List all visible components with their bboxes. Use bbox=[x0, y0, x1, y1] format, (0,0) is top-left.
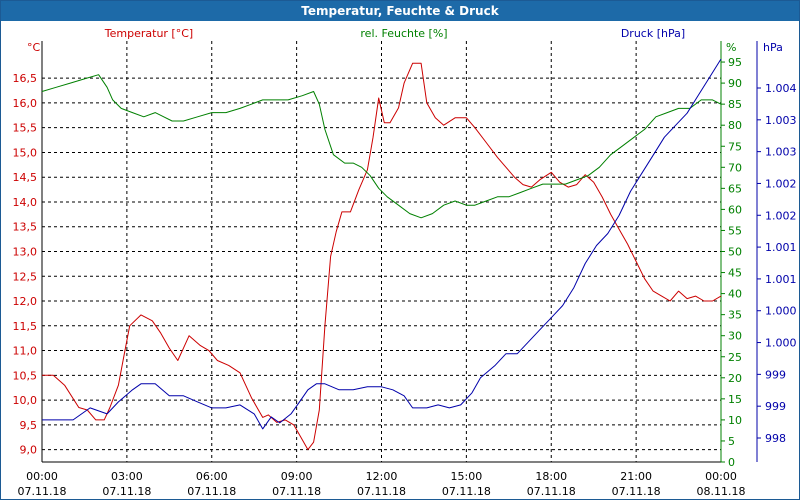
pressure-tick-label: 999 bbox=[765, 400, 786, 413]
temperature-line bbox=[42, 62, 722, 451]
pressure-tick-label: 1.002 bbox=[765, 209, 797, 222]
chart-axes bbox=[41, 41, 761, 463]
temperature-tick-label: 13,5 bbox=[13, 221, 38, 234]
x-tick-date: 07.11.18 bbox=[612, 485, 661, 498]
pressure-unit-label: hPa bbox=[763, 41, 783, 54]
pressure-tick-label: 1.002 bbox=[765, 177, 797, 190]
temperature-tick-label: 16,5 bbox=[13, 72, 38, 85]
temperature-tick-label: 16,0 bbox=[13, 97, 38, 110]
humidity-tick-label: 95 bbox=[728, 56, 742, 69]
pressure-axis-label: Druck [hPa] bbox=[621, 27, 685, 40]
temperature-tick-label: 11,5 bbox=[13, 320, 38, 333]
x-tick-time: 15:00 bbox=[451, 470, 483, 483]
x-tick-time: 12:00 bbox=[366, 470, 398, 483]
window-title: Temperatur, Feuchte & Druck bbox=[1, 1, 799, 21]
x-tick-time: 21:00 bbox=[620, 470, 652, 483]
humidity-tick-label: 10 bbox=[728, 414, 742, 427]
pressure-tick-label: 1.003 bbox=[765, 114, 797, 127]
x-tick-time: 00:00 bbox=[26, 470, 58, 483]
x-tick-date: 07.11.18 bbox=[442, 485, 491, 498]
x-tick-date: 08.11.18 bbox=[697, 485, 746, 498]
humidity-tick-label: 85 bbox=[728, 98, 742, 111]
pressure-tick-label: 1.000 bbox=[765, 337, 797, 350]
pressure-line bbox=[42, 58, 722, 430]
temperature-tick-label: 9,5 bbox=[20, 419, 38, 432]
humidity-tick-label: 45 bbox=[728, 267, 742, 280]
pressure-tick-label: 998 bbox=[765, 432, 786, 445]
temperature-tick-label: 12,0 bbox=[13, 295, 38, 308]
humidity-axis-label: rel. Feuchte [%] bbox=[360, 27, 447, 40]
axis-labels: °C Temperatur [°C] rel. Feuchte [%] Druc… bbox=[27, 27, 783, 54]
temperature-tick-label: 15,5 bbox=[13, 122, 38, 135]
humidity-tick-label: 55 bbox=[728, 224, 742, 237]
humidity-tick-label: 15 bbox=[728, 393, 742, 406]
pressure-tick-label: 1.000 bbox=[765, 305, 797, 318]
grid-lines bbox=[42, 41, 721, 462]
temperature-axis-label: Temperatur [°C] bbox=[104, 27, 193, 40]
x-tick-date: 07.11.18 bbox=[527, 485, 576, 498]
x-tick-time: 18:00 bbox=[535, 470, 567, 483]
temperature-tick-label: 10,0 bbox=[13, 394, 38, 407]
humidity-tick-label: 75 bbox=[728, 140, 742, 153]
humidity-unit-label: % bbox=[726, 41, 736, 54]
temperature-tick-label: 13,0 bbox=[13, 246, 38, 259]
tick-labels: 00:00 07.11.18 03:00 07.11.18 06:00 07.11.18 0… bbox=[13, 56, 797, 498]
humidity-tick-label: 5 bbox=[728, 435, 735, 448]
temperature-tick-label: 11,0 bbox=[13, 345, 38, 358]
x-tick-time: 00:00 bbox=[705, 470, 737, 483]
humidity-tick-label: 65 bbox=[728, 182, 742, 195]
temperature-tick-label: 9,0 bbox=[20, 444, 38, 457]
series-lines bbox=[41, 58, 722, 451]
temperature-tick-label: 15,0 bbox=[13, 146, 38, 159]
x-tick-time: 06:00 bbox=[196, 470, 228, 483]
x-tick-date: 07.11.18 bbox=[187, 485, 236, 498]
humidity-tick-label: 60 bbox=[728, 203, 742, 216]
humidity-tick-label: 0 bbox=[728, 456, 735, 469]
pressure-tick-label: 1.004 bbox=[765, 82, 797, 95]
x-tick-date: 07.11.18 bbox=[272, 485, 321, 498]
pressure-tick-label: 999 bbox=[765, 368, 786, 381]
humidity-tick-label: 35 bbox=[728, 309, 742, 322]
humidity-tick-label: 90 bbox=[728, 77, 742, 90]
humidity-tick-label: 50 bbox=[728, 246, 742, 259]
humidity-tick-label: 20 bbox=[728, 372, 742, 385]
temperature-unit-label: °C bbox=[27, 41, 41, 54]
temperature-tick-label: 10,5 bbox=[13, 369, 38, 382]
temperature-tick-label: 14,5 bbox=[13, 171, 38, 184]
humidity-tick-label: 40 bbox=[728, 288, 742, 301]
x-tick-time: 09:00 bbox=[281, 470, 313, 483]
x-tick-date: 07.11.18 bbox=[102, 485, 151, 498]
humidity-tick-label: 30 bbox=[728, 330, 742, 343]
humidity-line bbox=[41, 74, 722, 219]
temperature-tick-label: 12,5 bbox=[13, 270, 38, 283]
pressure-tick-label: 1.001 bbox=[765, 241, 797, 254]
pressure-tick-label: 1.003 bbox=[765, 146, 797, 159]
x-tick-time: 03:00 bbox=[111, 470, 143, 483]
x-tick-date: 07.11.18 bbox=[18, 485, 67, 498]
humidity-tick-label: 25 bbox=[728, 351, 742, 364]
pressure-tick-label: 1.001 bbox=[765, 273, 797, 286]
temperature-tick-label: 14,0 bbox=[13, 196, 38, 209]
humidity-tick-label: 80 bbox=[728, 119, 742, 132]
x-tick-date: 07.11.18 bbox=[357, 485, 406, 498]
humidity-tick-label: 70 bbox=[728, 161, 742, 174]
